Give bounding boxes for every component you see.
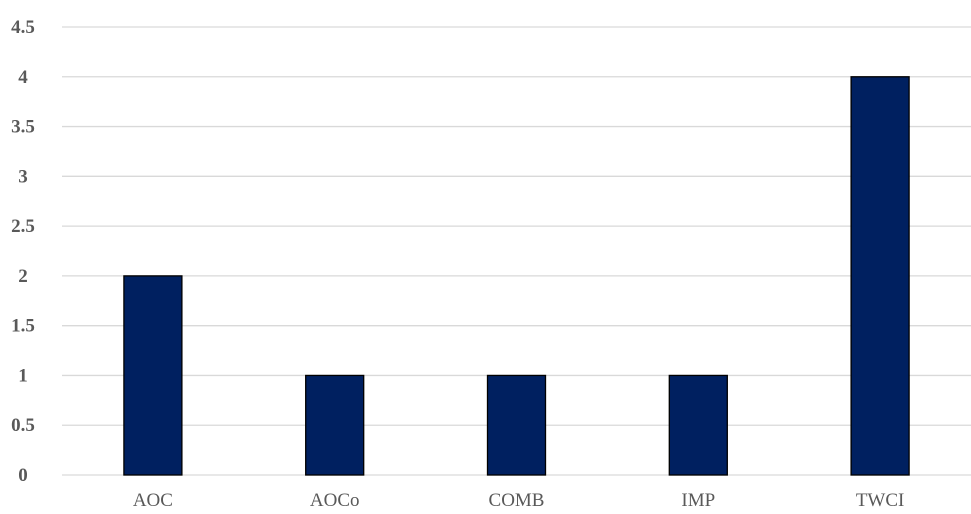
y-axis-ticks: 0 0.5 1 1.5 2 2.5 3 3.5 4 4.5: [11, 17, 35, 486]
x-tick-label: COMB: [489, 490, 545, 511]
x-tick-label: TWCI: [856, 490, 905, 511]
y-tick-label: 2: [18, 266, 28, 287]
bar-comb: [486, 374, 547, 476]
y-tick-label: 0.5: [11, 415, 35, 436]
y-tick-label: 4.5: [11, 17, 35, 38]
x-axis-ticks: AOC AOCo COMB IMP TWCI: [133, 490, 905, 511]
gridlines: [62, 26, 971, 476]
y-tick-label: 1.5: [11, 316, 35, 337]
y-tick-label: 1: [18, 365, 28, 386]
bar-twci: [850, 76, 910, 476]
bars: [123, 76, 910, 476]
bar-aoc: [123, 275, 183, 476]
bar-aoco: [305, 374, 365, 476]
y-tick-label: 0: [18, 465, 28, 486]
y-tick-label: 3: [18, 166, 28, 187]
bar-imp: [668, 374, 728, 476]
x-tick-label: AOCo: [310, 490, 360, 511]
x-tick-label: AOC: [133, 490, 173, 511]
y-tick-label: 4: [18, 67, 28, 88]
y-tick-label: 3.5: [11, 117, 35, 138]
y-tick-label: 2.5: [11, 216, 35, 237]
x-tick-label: IMP: [681, 490, 715, 511]
